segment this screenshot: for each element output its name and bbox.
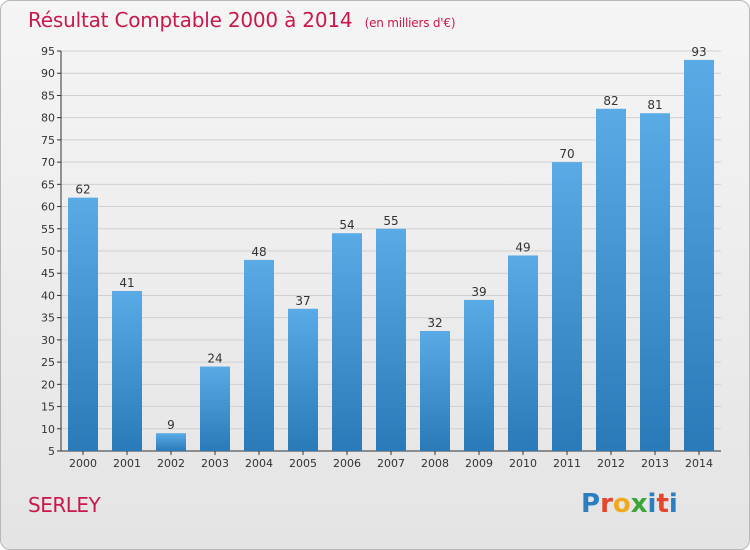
y-tick-label: 10	[41, 423, 55, 436]
data-label-2011: 70	[559, 147, 574, 161]
x-tick-labels: 2000 2001 2002 2003 2004 2005 2006 2007 2008 2009…	[69, 457, 713, 470]
data-label-2006: 54	[339, 218, 354, 232]
data-label-2008: 32	[427, 316, 442, 330]
y-tick-label: 35	[41, 312, 55, 325]
x-tick-label-2006: 2006	[333, 457, 361, 470]
y-tick-label: 45	[41, 267, 55, 280]
bar-2014	[684, 59, 714, 452]
y-tick-labels: 5 10 15 20 25 30 35 40 45 50 55 60 65 70 75 80 85 90 95	[41, 45, 55, 458]
logo-letter: i	[668, 489, 678, 519]
y-tick-label: 60	[41, 201, 55, 214]
bar-2004	[244, 259, 274, 451]
data-label-2001: 41	[119, 276, 134, 290]
bar-2010	[508, 255, 538, 451]
y-tick-label: 5	[48, 445, 55, 458]
bar-2000	[68, 197, 98, 451]
bar-2013	[640, 113, 670, 451]
x-tick-label-2011: 2011	[553, 457, 581, 470]
bar-2003	[200, 366, 230, 451]
x-tick-label-2003: 2003	[201, 457, 229, 470]
proxiti-logo[interactable]: Proxiti	[581, 489, 678, 519]
bar-2002	[156, 433, 186, 451]
data-label-2014: 93	[691, 45, 706, 59]
data-label-2007: 55	[383, 214, 398, 228]
bar-2006	[332, 233, 362, 451]
logo-letter: P	[581, 489, 601, 519]
x-tick-label-2002: 2002	[157, 457, 185, 470]
data-label-2004: 48	[251, 245, 266, 259]
y-tick-label: 55	[41, 223, 55, 236]
bar-2008	[420, 331, 450, 451]
bar-2007	[376, 228, 406, 451]
logo-letter: o	[612, 489, 631, 519]
data-label-2012: 82	[603, 94, 618, 108]
place-name: SERLEY	[28, 493, 101, 517]
x-tick-label-2000: 2000	[69, 457, 97, 470]
y-tick-label: 15	[41, 401, 55, 414]
chart-title-text: Résultat Comptable 2000 à 2014	[28, 8, 353, 32]
x-tick-label-2004: 2004	[245, 457, 273, 470]
y-tick-label: 65	[41, 178, 55, 191]
x-tick-label-2005: 2005	[289, 457, 317, 470]
x-tick-label-2009: 2009	[465, 457, 493, 470]
x-tick-label-2010: 2010	[509, 457, 537, 470]
x-tick-label-2007: 2007	[377, 457, 405, 470]
y-tick-label: 50	[41, 245, 55, 258]
y-tick-label: 85	[41, 89, 55, 102]
y-tick-label: 75	[41, 134, 55, 147]
y-tick-label: 30	[41, 334, 55, 347]
logo-letter: x	[630, 489, 648, 519]
chart-subtitle: (en milliers d'€)	[364, 16, 456, 30]
data-label-2013: 81	[647, 98, 662, 112]
y-tick-label: 70	[41, 156, 55, 169]
x-tick-label-2012: 2012	[597, 457, 625, 470]
y-tick-label: 40	[41, 289, 55, 302]
bar-2011	[552, 162, 582, 451]
data-label-2009: 39	[471, 285, 486, 299]
x-tick-label-2008: 2008	[421, 457, 449, 470]
chart-title: Résultat Comptable 2000 à 2014 (en milli…	[28, 8, 456, 32]
logo-letter: t	[656, 489, 669, 519]
logo-letter: r	[600, 489, 613, 519]
x-tick-label-2014: 2014	[685, 457, 713, 470]
x-tick-label-2013: 2013	[641, 457, 669, 470]
y-tick-label: 25	[41, 356, 55, 369]
bar-2001	[112, 291, 142, 451]
logo-letter: i	[647, 489, 657, 519]
y-tick-label: 20	[41, 378, 55, 391]
data-label-2002: 9	[167, 418, 175, 432]
bar-2009	[464, 299, 494, 451]
data-label-2003: 24	[207, 352, 222, 366]
data-label-2000: 62	[75, 183, 90, 197]
y-tick-label: 95	[41, 45, 55, 58]
x-tick-label-2001: 2001	[113, 457, 141, 470]
bar-2005	[288, 308, 318, 451]
data-label-2010: 49	[515, 240, 530, 254]
data-labels: 62 41 9 24 48 37 54 55 32 39 49 70 82 81 93	[75, 45, 706, 432]
bars	[68, 59, 714, 452]
y-tick-label: 90	[41, 67, 55, 80]
data-label-2005: 37	[295, 294, 310, 308]
bar-2012	[596, 108, 626, 452]
y-tick-label: 80	[41, 112, 55, 125]
